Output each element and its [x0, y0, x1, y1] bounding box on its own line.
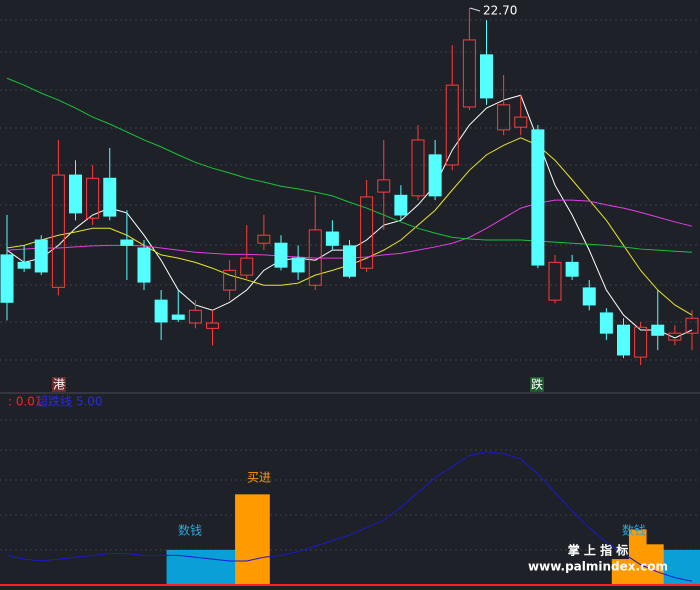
- signal-marker: 港: [53, 378, 65, 392]
- signal-marker: 跌: [531, 377, 543, 392]
- candle-body: [480, 54, 493, 99]
- max-label: 22.70: [483, 3, 517, 17]
- signal-annotation: 数钱: [178, 523, 202, 538]
- signal-marker-bg: [52, 377, 66, 392]
- candle-body: [86, 177, 100, 219]
- signal-bar: [680, 549, 698, 585]
- candle-body: [531, 129, 545, 266]
- signal-bar: [611, 559, 630, 585]
- candle-body: [599, 312, 613, 334]
- signal-marker-bg: [530, 377, 544, 392]
- candle-body: [69, 174, 82, 214]
- oscillator-line: [6, 451, 693, 582]
- candle-body: [325, 231, 339, 246]
- candle-body: [497, 104, 511, 131]
- signal-bar: [166, 549, 185, 585]
- candle-body: [343, 245, 356, 277]
- watermark-url: www.palmindex.com: [528, 560, 668, 574]
- signal-bar: [646, 544, 664, 585]
- candle-body: [394, 194, 408, 216]
- indicator-legend: 超跌线 5.00: [36, 394, 103, 409]
- candle-body: [257, 234, 271, 244]
- candle-body: [51, 174, 65, 288]
- signal-bar: [183, 549, 202, 585]
- candle-body: [0, 254, 14, 303]
- candle-body: [308, 229, 322, 286]
- candle-body: [514, 116, 528, 128]
- candle-body: [565, 261, 579, 277]
- candle-body: [240, 257, 254, 276]
- candle-body: [120, 239, 134, 246]
- candle-body: [651, 324, 665, 336]
- signal-annotation: 买进: [247, 471, 271, 485]
- candle-body: [171, 314, 185, 320]
- candle-body: [668, 332, 682, 341]
- candle-body: [360, 196, 374, 269]
- indicator-legend: : 0.01: [8, 395, 43, 409]
- candle-body: [103, 177, 117, 217]
- candle-body: [634, 326, 648, 358]
- candle-body: [428, 154, 442, 197]
- candle-body: [291, 257, 305, 273]
- candle-body: [445, 84, 459, 166]
- signal-bar: [235, 494, 253, 585]
- signal-bar: [200, 549, 219, 585]
- signal-bar: [663, 549, 681, 585]
- max-pointer: [469, 7, 481, 12]
- candle-body: [223, 269, 237, 291]
- candle-body: [617, 324, 630, 356]
- signal-bar: [217, 549, 236, 585]
- watermark-title: 掌 上 指 标: [568, 543, 629, 558]
- candle-body: [137, 247, 151, 283]
- signal-bar: [628, 529, 647, 585]
- candle-body: [548, 261, 562, 301]
- candle-body: [154, 299, 168, 323]
- candle-body: [206, 322, 219, 329]
- moving-average: [6, 77, 693, 253]
- candle-body: [188, 309, 202, 324]
- candle-body: [685, 317, 699, 334]
- signal-bar: [697, 549, 700, 585]
- candle-body: [34, 239, 48, 273]
- candle-body: [17, 261, 31, 269]
- candle-body: [377, 179, 391, 193]
- signal-annotation: 数钱: [622, 523, 646, 538]
- candle-body: [274, 242, 288, 268]
- signal-bar: [252, 494, 270, 585]
- candle-body: [582, 287, 596, 306]
- candle-body: [411, 139, 425, 197]
- candle-body: [462, 39, 476, 108]
